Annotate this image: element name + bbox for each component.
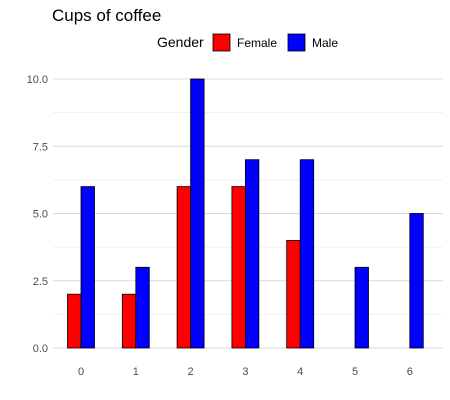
x-tick-label: 6 bbox=[407, 366, 413, 378]
y-tick-label: 7.5 bbox=[33, 141, 48, 153]
legend-label-male: Male bbox=[312, 36, 338, 50]
bar-male-2 bbox=[190, 78, 205, 349]
x-tick-label: 4 bbox=[297, 366, 303, 378]
bar-male-1 bbox=[135, 266, 150, 349]
bar-male-0 bbox=[80, 186, 95, 349]
bar-female-1 bbox=[121, 293, 137, 349]
x-tick-label: 2 bbox=[188, 366, 194, 378]
legend-title: Gender bbox=[157, 34, 204, 50]
y-tick-label: 10.0 bbox=[27, 74, 48, 86]
bar-female-4 bbox=[286, 239, 301, 349]
legend-label-female: Female bbox=[237, 36, 277, 50]
legend-key-male bbox=[287, 33, 306, 52]
bar-male-6 bbox=[409, 213, 424, 349]
y-tick-label: 0.0 bbox=[33, 343, 48, 355]
x-tick-label: 0 bbox=[78, 366, 84, 378]
bar-male-4 bbox=[299, 159, 315, 349]
bar-female-3 bbox=[231, 186, 246, 349]
bar-male-5 bbox=[354, 266, 369, 349]
plot-area: 0.0 2.5 5.0 7.5 10.0 0 1 2 3 4 5 6 bbox=[27, 74, 443, 378]
bar-female-0 bbox=[67, 293, 82, 349]
x-tick-label: 5 bbox=[352, 366, 358, 378]
legend: Gender Female Male bbox=[157, 33, 338, 52]
chart-title: Cups of coffee bbox=[52, 6, 161, 25]
y-tick-label: 5.0 bbox=[33, 209, 48, 221]
bar-male-3 bbox=[244, 159, 260, 349]
y-tick-label: 2.5 bbox=[33, 276, 48, 288]
x-tick-label: 3 bbox=[242, 366, 248, 378]
x-tick-label: 1 bbox=[133, 366, 139, 378]
legend-key-female bbox=[212, 33, 231, 52]
bar-female-2 bbox=[176, 186, 192, 349]
